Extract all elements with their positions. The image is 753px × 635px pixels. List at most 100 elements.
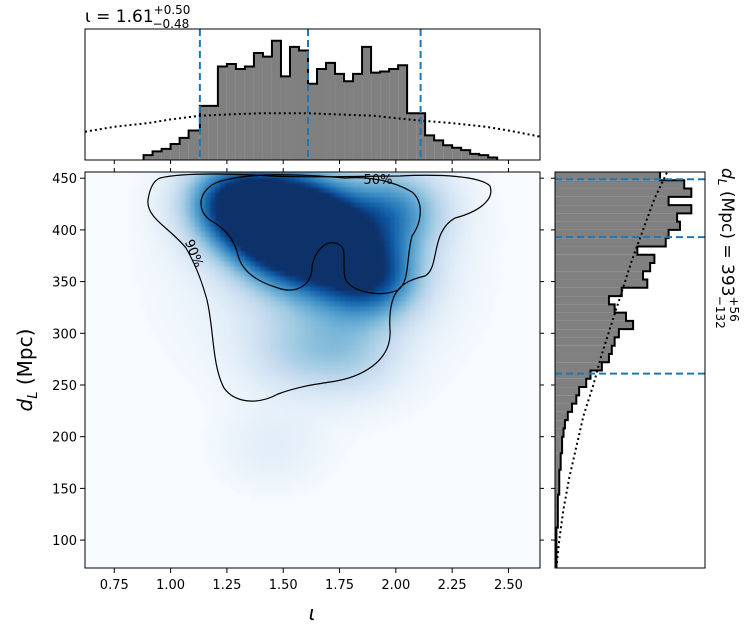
heat-cell <box>410 181 416 188</box>
heat-cell <box>250 360 256 366</box>
heat-cell <box>345 251 351 257</box>
heat-cell <box>355 429 361 435</box>
heat-cell <box>175 201 181 208</box>
heat-cell <box>395 300 401 307</box>
heat-cell <box>210 360 216 366</box>
heat-cell <box>355 330 361 336</box>
heat-cell <box>420 355 426 361</box>
heat-cell <box>315 226 321 232</box>
heat-cell <box>260 191 266 198</box>
heat-cell <box>490 196 496 203</box>
heat-cell <box>195 221 201 228</box>
heat-cell <box>255 320 261 327</box>
heat-cell <box>310 241 316 247</box>
heat-cell <box>420 394 426 401</box>
heat-cell <box>365 280 371 287</box>
hist-bar-x <box>217 66 227 160</box>
heat-cell <box>465 330 471 336</box>
heat-cell <box>325 459 331 465</box>
heat-cell <box>295 201 301 208</box>
heat-cell <box>265 488 271 495</box>
heat-cell <box>345 266 351 272</box>
heat-cell <box>265 261 271 267</box>
heat-cell <box>425 181 431 188</box>
heat-cell <box>330 191 336 198</box>
heat-cell <box>305 280 311 287</box>
heat-cell <box>415 251 421 257</box>
heat-cell <box>180 266 186 272</box>
heat-cell <box>340 271 346 277</box>
heat-cell <box>370 355 376 361</box>
heat-cell <box>380 196 386 203</box>
heat-cell <box>170 285 176 292</box>
heat-cell <box>275 241 281 247</box>
heat-cell <box>345 399 351 406</box>
heat-cell <box>320 459 326 465</box>
heat-cell <box>240 266 246 272</box>
heat-cell <box>355 251 361 257</box>
heat-cell <box>445 335 451 341</box>
heat-cell <box>215 439 221 445</box>
heat-cell <box>435 196 441 203</box>
heat-cell <box>410 384 416 391</box>
heat-cell <box>365 211 371 218</box>
heat-cell <box>295 300 301 307</box>
heat-cell <box>465 300 471 307</box>
heat-cell <box>215 241 221 247</box>
heat-cell <box>225 434 231 440</box>
heat-cell <box>350 360 356 366</box>
heat-cell <box>235 483 241 490</box>
hist-bar-y <box>555 196 669 206</box>
heat-cell <box>185 320 191 327</box>
heat-cell <box>265 419 271 426</box>
heat-cell <box>370 394 376 401</box>
heat-cell <box>205 285 211 292</box>
heat-cell <box>465 315 471 322</box>
heat-cell <box>355 335 361 341</box>
heat-cell <box>300 478 306 485</box>
heat-cell <box>335 409 341 416</box>
heat-cell <box>255 305 261 312</box>
heat-cell <box>150 256 156 262</box>
heat-cell <box>300 429 306 435</box>
heat-cell <box>315 404 321 411</box>
heat-cell <box>210 191 216 198</box>
heat-cell <box>430 271 436 277</box>
heat-cell <box>415 176 421 183</box>
heat-cell <box>285 374 291 381</box>
heat-cell <box>450 181 456 188</box>
heat-cell <box>220 350 226 356</box>
heat-cell <box>360 340 366 346</box>
heat-cell <box>460 335 466 341</box>
heat-cell <box>295 176 301 183</box>
heat-cell <box>220 464 226 470</box>
heat-cell <box>215 424 221 430</box>
heat-cell <box>365 236 371 242</box>
heat-cell <box>160 196 166 203</box>
hist-bar-x <box>152 151 162 160</box>
heat-cell <box>345 261 351 267</box>
heat-cell <box>235 196 241 203</box>
heat-cell <box>485 266 491 272</box>
heat-cell <box>460 355 466 361</box>
heat-cell <box>140 231 146 237</box>
heat-cell <box>435 261 441 267</box>
heat-cell <box>305 181 311 188</box>
heat-cell <box>150 226 156 232</box>
heat-cell <box>295 330 301 336</box>
heat-cell <box>380 176 386 183</box>
heat-cell <box>295 221 301 228</box>
heat-cell <box>425 216 431 223</box>
hist-bar-x <box>389 68 399 160</box>
heat-cell <box>255 444 261 450</box>
heat-cell <box>395 251 401 257</box>
heat-cell <box>410 176 416 183</box>
heat-cell <box>245 181 251 188</box>
heat-cell <box>270 424 276 430</box>
heat-cell <box>280 226 286 232</box>
heat-cell <box>405 246 411 252</box>
heat-cell <box>250 261 256 267</box>
heat-cell <box>250 449 256 455</box>
heat-cell <box>345 176 351 183</box>
heat-cell <box>340 379 346 386</box>
